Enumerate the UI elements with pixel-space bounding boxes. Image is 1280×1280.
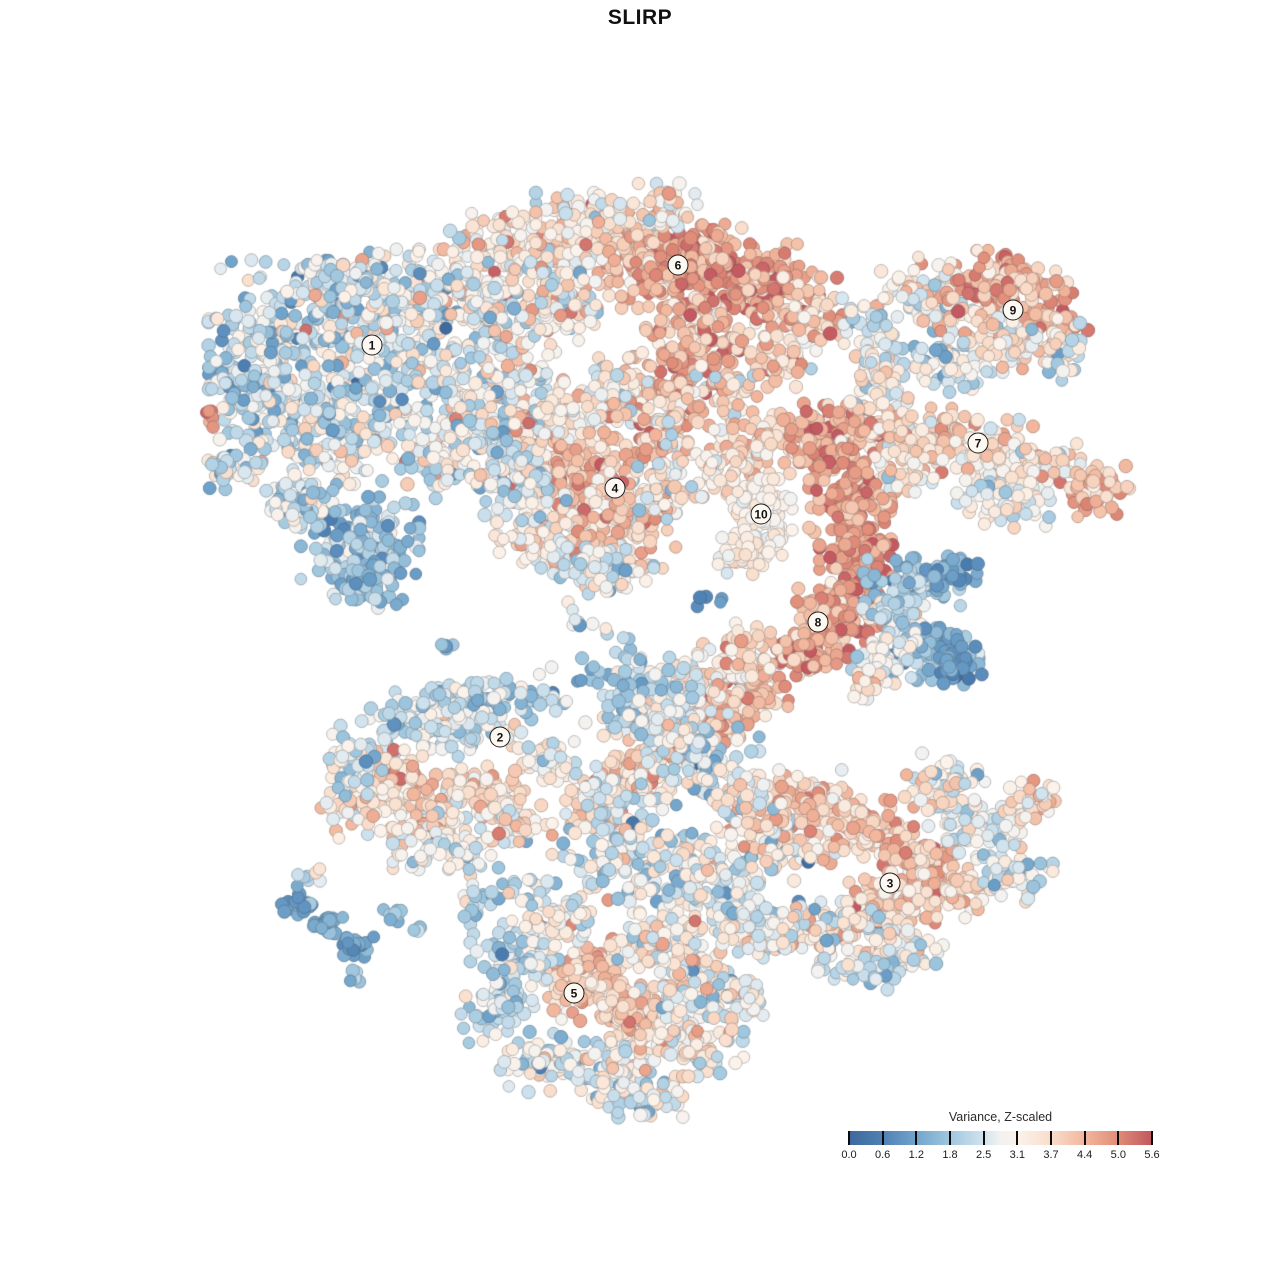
colorbar-legend: Variance, Z-scaled 0.0 0.6 1.2 1.8 2.5 3.1 3.7…	[841, 1110, 1159, 1163]
colorbar-tick-labels: 0.0 0.6 1.2 1.8 2.5 3.1 3.7 4.4 5.0 5.6	[841, 1149, 1159, 1163]
colorbar-tick-mark	[1117, 1131, 1120, 1145]
cluster-label-4: 4	[604, 477, 626, 499]
cluster-label-3: 3	[879, 872, 901, 894]
cluster-label-7: 7	[967, 432, 989, 454]
colorbar-tick-mark	[1083, 1131, 1086, 1145]
colorbar-tick-mark	[881, 1131, 884, 1145]
colorbar-tick-mark	[949, 1131, 951, 1145]
colorbar-tick-label: 3.7	[1043, 1149, 1059, 1161]
colorbar-tick-label: 4.4	[1077, 1149, 1093, 1161]
colorbar-tick-label: 5.6	[1144, 1149, 1160, 1161]
colorbar-tick-label: 3.1	[1009, 1149, 1025, 1161]
colorbar-tick-label: 0.0	[841, 1149, 857, 1161]
colorbar	[848, 1131, 1153, 1145]
cluster-label-8: 8	[807, 611, 829, 633]
cluster-label-2: 2	[489, 726, 511, 748]
colorbar-tick-label: 5.0	[1110, 1149, 1126, 1161]
colorbar-tick-label: 0.6	[875, 1149, 891, 1161]
cluster-label-6: 6	[667, 254, 689, 276]
cluster-label-1: 1	[361, 334, 383, 356]
legend-title: Variance, Z-scaled	[948, 1110, 1053, 1124]
colorbar-tick-mark	[1151, 1131, 1153, 1145]
colorbar-tick-mark	[848, 1131, 850, 1145]
colorbar-tick-label: 2.5	[976, 1149, 992, 1161]
colorbar-tick-mark	[1016, 1131, 1019, 1145]
colorbar-tick-label: 1.8	[942, 1149, 958, 1161]
cluster-label-9: 9	[1002, 299, 1024, 321]
colorbar-tick-mark	[982, 1131, 985, 1145]
colorbar-tick-mark	[1050, 1131, 1052, 1145]
colorbar-tick-label: 1.2	[908, 1149, 924, 1161]
cluster-label-10: 10	[750, 503, 772, 525]
cluster-label-5: 5	[563, 982, 585, 1004]
colorbar-tick-mark	[915, 1131, 918, 1145]
